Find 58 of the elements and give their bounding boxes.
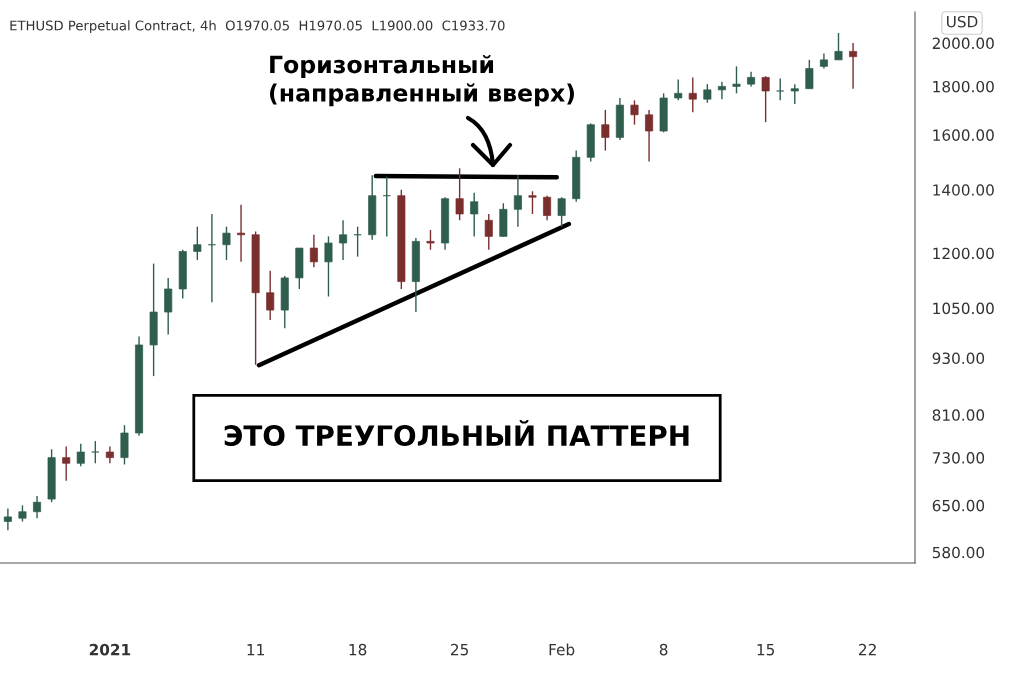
text: ETHUSD Perpetual Contract, 4h O1970.05 H1970.05 L1900.00 C1933.70 <box>10 20 505 34</box>
x-tick-label: Feb <box>549 643 575 656</box>
y-tick-label: 1600.00 <box>933 129 994 141</box>
candlestick <box>193 225 202 261</box>
y-tick-label: 650.00 <box>932 499 985 512</box>
candlestick <box>324 235 333 298</box>
candlestick <box>761 75 770 123</box>
candlestick <box>309 234 318 268</box>
candlestick <box>470 192 479 238</box>
y-tick-label: 930.00 <box>932 352 985 365</box>
y-tick-label: 1050.00 <box>933 302 994 315</box>
candlestick <box>790 83 799 105</box>
candlestick <box>484 213 493 251</box>
candlestick <box>688 76 697 114</box>
y-tick-label: 810.00 <box>932 409 985 421</box>
y-tick-label: 1200.00 <box>933 247 994 260</box>
candlestick <box>849 42 858 90</box>
x-tick-label: 18 <box>349 643 367 656</box>
candlestick <box>237 204 246 263</box>
x-tick-label: 8 <box>659 643 668 656</box>
y-tick-label: 580.00 <box>932 546 985 559</box>
candlestick <box>543 195 552 221</box>
candlestick <box>91 440 100 464</box>
candlestick <box>222 225 231 261</box>
candlestick <box>834 32 843 61</box>
x-tick-label: 22 <box>859 643 876 656</box>
y-tick-label: 730.00 <box>932 452 985 464</box>
y-tick-label: 1800.00 <box>933 80 994 93</box>
candlestick <box>528 190 537 215</box>
candlestick <box>426 229 435 251</box>
candlestick <box>339 219 348 261</box>
annotation: Горизонтальный (направленный вверх) <box>270 55 574 107</box>
x-tick-label: 25 <box>451 643 469 656</box>
annotation: ЭТО ТРЕУГОЛЬНЫЙ ПАТТЕРН <box>224 419 689 447</box>
y-tick-label: 1400.00 <box>933 184 994 196</box>
x-tick-label: 11 <box>247 644 264 656</box>
candlestick <box>3 507 12 531</box>
text: USD <box>947 15 978 28</box>
candlestick <box>513 174 522 228</box>
candlestick <box>630 99 639 126</box>
candlestick <box>266 269 275 321</box>
candlestick <box>33 495 42 519</box>
candlestick <box>674 78 683 102</box>
candlestick <box>703 83 712 104</box>
candlestick <box>164 277 173 336</box>
candlestick <box>805 59 814 90</box>
candlestick <box>776 77 785 102</box>
candlestick <box>455 167 464 221</box>
candlestick <box>557 196 566 228</box>
candlestick <box>601 109 610 152</box>
candlestick <box>717 81 726 100</box>
y-tick-label: 2000.00 <box>932 37 994 50</box>
candlestick <box>732 65 741 95</box>
x-tick-label: 2021 <box>89 643 131 656</box>
candlestick <box>62 445 71 482</box>
x-tick-label: 15 <box>757 644 775 656</box>
candlestick <box>645 109 654 163</box>
candlestick <box>76 443 85 467</box>
